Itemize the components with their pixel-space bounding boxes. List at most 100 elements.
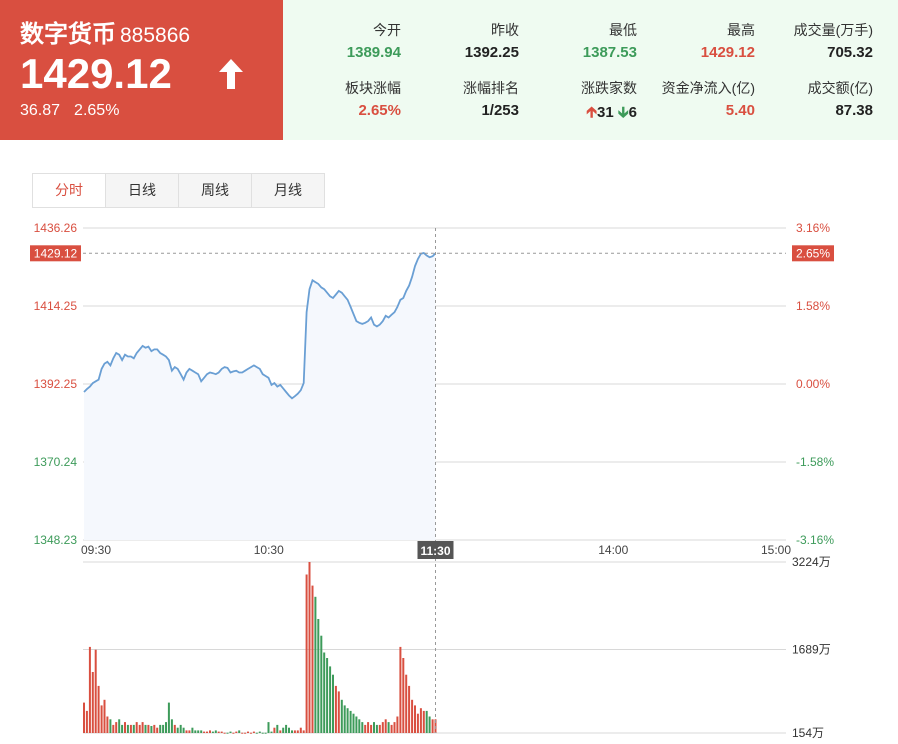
- stat-value: 705.32: [827, 44, 873, 61]
- stat-label: 成交量(万手): [793, 22, 873, 38]
- volume-bar: [203, 731, 206, 733]
- down-count-icon: 🡳: [617, 104, 629, 121]
- volume-bar: [370, 724, 373, 733]
- volume-bar: [346, 708, 349, 733]
- volume-bar: [378, 724, 381, 733]
- volume-bar: [209, 730, 211, 733]
- volume-bar: [173, 724, 176, 733]
- current-price-label: 1429.12: [34, 246, 78, 260]
- time-tick-label: 14:00: [598, 543, 628, 557]
- stat-label: 昨收: [491, 22, 519, 38]
- time-tick-label: 10:30: [254, 543, 284, 557]
- volume-bar: [299, 727, 302, 733]
- volume-bar: [314, 596, 317, 733]
- percent-tick-label: -1.58%: [796, 455, 834, 469]
- volume-bar: [387, 722, 390, 733]
- volume-bar: [97, 685, 100, 733]
- volume-tick-label: 154万: [792, 726, 824, 740]
- tab-daily[interactable]: 日线: [106, 174, 179, 207]
- price-area: [84, 253, 436, 540]
- volume-bar: [296, 730, 299, 733]
- index-change: 36.87 2.65%: [20, 102, 133, 120]
- volume-bar: [185, 730, 188, 733]
- change-value: 36.87: [20, 102, 61, 119]
- volume-bar: [405, 674, 408, 733]
- volume-bar: [361, 722, 364, 733]
- volume-bar: [156, 727, 159, 733]
- volume-bar: [276, 724, 279, 733]
- volume-bar: [390, 724, 393, 733]
- volume-bar: [194, 730, 197, 733]
- volume-bar: [334, 685, 337, 733]
- volume-bar: [425, 710, 428, 733]
- volume-bar: [250, 732, 252, 734]
- volume-bar: [238, 730, 241, 733]
- volume-tick-label: 3224万: [792, 555, 831, 569]
- volume-tick-label: 1689万: [792, 643, 831, 657]
- volume-bar: [337, 691, 340, 733]
- index-summary-panel: 数字货币 885866 1429.12 36.87 2.65%: [0, 0, 283, 140]
- volume-bar: [115, 722, 118, 733]
- stat-label: 最高: [727, 22, 755, 38]
- price-tick-label: 1370.24: [34, 455, 78, 469]
- volume-bar: [381, 722, 384, 733]
- volume-bar: [373, 722, 375, 733]
- percent-tick-label: 1.58%: [796, 299, 830, 313]
- volume-bar: [326, 658, 329, 733]
- volume-bar: [94, 649, 97, 733]
- volume-bar: [126, 724, 129, 733]
- stat-value: 5.40: [725, 102, 755, 119]
- volume-bar: [83, 702, 85, 733]
- volume-bar: [261, 732, 264, 734]
- volume-bar: [223, 732, 226, 734]
- current-percent-badge: [792, 245, 834, 262]
- volume-bar: [106, 716, 109, 733]
- percent-tick-label: 3.16%: [796, 221, 830, 235]
- stat-label: 今开: [373, 22, 401, 38]
- volume-bar: [367, 722, 370, 733]
- volume-bar: [103, 699, 106, 733]
- volume-bar: [229, 731, 232, 733]
- tab-weekly[interactable]: 周线: [179, 174, 252, 207]
- volume-bar: [431, 719, 434, 733]
- volume-bar: [352, 713, 355, 733]
- volume-bar: [428, 716, 431, 733]
- stat-label: 成交额(亿): [807, 80, 873, 96]
- volume-bar: [288, 727, 290, 733]
- volume-bar: [285, 724, 288, 733]
- volume-bar: [384, 719, 387, 733]
- volume-bar: [182, 727, 185, 733]
- volume-bar: [364, 724, 367, 733]
- volume-bar: [153, 724, 156, 733]
- volume-bar: [419, 708, 422, 733]
- volume-bar: [255, 732, 258, 734]
- volume-bar: [129, 724, 132, 733]
- volume-bar: [258, 731, 261, 733]
- volume-bar: [375, 724, 378, 733]
- volume-bar: [135, 722, 138, 733]
- price-tick-label: 1414.25: [34, 299, 78, 313]
- percent-tick-label: 0.00%: [796, 377, 830, 391]
- volume-bar: [308, 562, 311, 733]
- volume-bar: [100, 705, 103, 733]
- volume-bar: [179, 724, 182, 733]
- stats-panel: 今开 1389.94 昨收 1392.25 最低 1387.53 最高 1429.12 成交量(…: [283, 0, 898, 140]
- tab-monthly[interactable]: 月线: [252, 174, 324, 207]
- volume-bar: [293, 730, 296, 733]
- price-tick-label: 1392.25: [34, 377, 78, 391]
- volume-bar: [235, 731, 238, 733]
- volume-bar: [118, 719, 121, 733]
- volume-bar: [399, 646, 402, 733]
- change-percent: 2.65%: [74, 102, 120, 119]
- volume-bar: [320, 635, 323, 733]
- volume-bar: [302, 730, 305, 733]
- index-price: 1429.12: [20, 50, 172, 97]
- volume-bar: [247, 731, 249, 733]
- tab-intraday[interactable]: 分时: [33, 174, 106, 207]
- stat-label: 资金净流入(亿): [661, 80, 755, 96]
- volume-bar: [109, 719, 112, 733]
- volume-bar: [329, 666, 332, 733]
- volume-bar: [340, 699, 343, 733]
- volume-bar: [273, 727, 276, 733]
- volume-bar: [402, 658, 405, 733]
